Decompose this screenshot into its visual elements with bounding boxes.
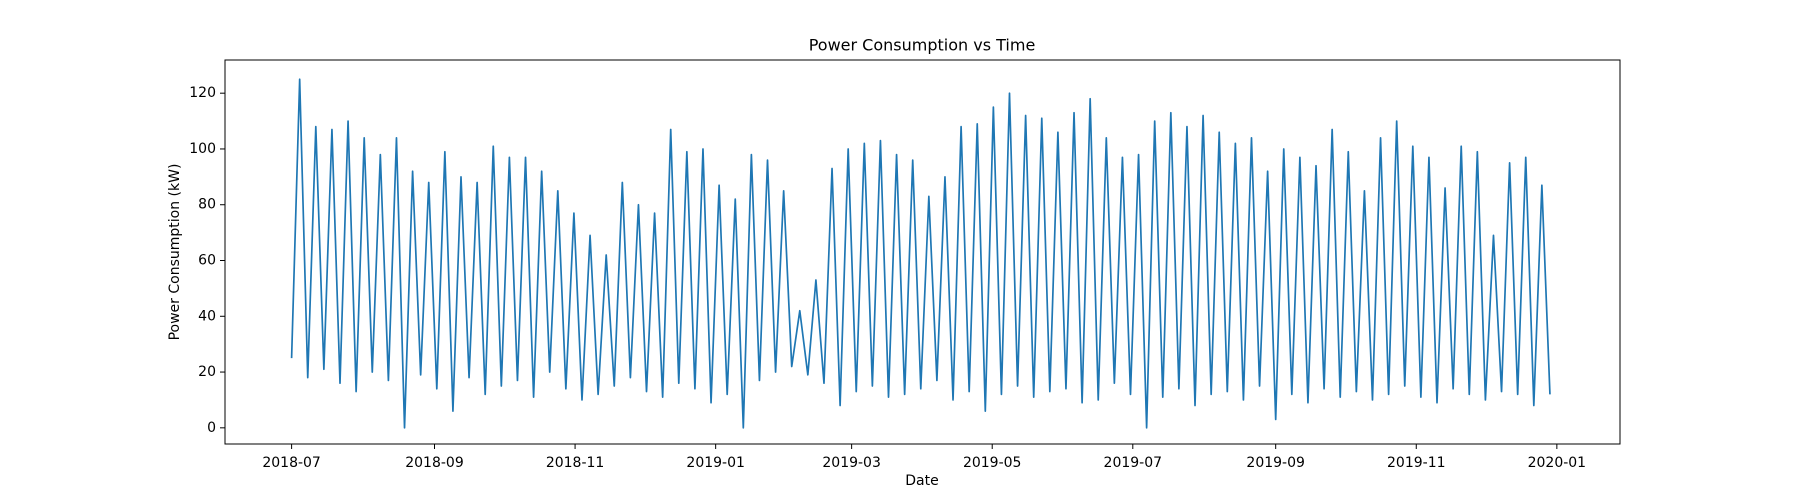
- data-line: [290, 78, 1551, 429]
- x-tick-label: 2019-03: [822, 455, 881, 471]
- x-tick-label: 2018-07: [262, 455, 321, 471]
- x-tick-label: 2019-11: [1387, 455, 1446, 471]
- x-tick-label: 2018-09: [405, 455, 464, 471]
- chart-title: Power Consumption vs Time: [809, 36, 1036, 55]
- x-tick-label: 2019-07: [1104, 455, 1163, 471]
- plot-frame: [224, 59, 1621, 445]
- y-tick-label: 80: [198, 197, 216, 213]
- y-tick-label: 20: [198, 364, 216, 380]
- y-tick-label: 60: [198, 253, 216, 269]
- x-tick-label: 2019-01: [686, 455, 745, 471]
- x-tick-label: 2019-09: [1246, 455, 1305, 471]
- y-tick-label: 100: [189, 141, 216, 157]
- y-tick-label: 0: [207, 420, 216, 436]
- y-tick-label: 120: [189, 85, 216, 101]
- x-tick-label: 2018-11: [546, 455, 605, 471]
- x-tick-label: 2020-01: [1528, 455, 1587, 471]
- y-axis-label: Power Consumption (kW): [167, 164, 183, 341]
- x-axis-label: Date: [905, 473, 938, 489]
- y-tick-label: 40: [198, 308, 216, 324]
- x-tick-label: 2019-05: [963, 455, 1022, 471]
